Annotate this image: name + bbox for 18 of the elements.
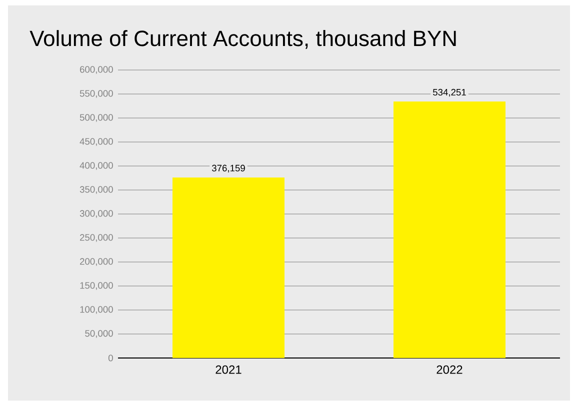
y-tick-label: 450,000 <box>80 138 113 146</box>
y-tick-label: 600,000 <box>80 66 113 74</box>
x-tick-label: 2022 <box>436 365 462 374</box>
y-tick-label: 350,000 <box>80 186 113 194</box>
y-tick-label: 0 <box>108 354 113 362</box>
y-tick-label: 100,000 <box>80 306 113 314</box>
y-tick-label: 250,000 <box>80 234 113 242</box>
x-tick-label: 2021 <box>216 365 242 374</box>
y-tick-label: 50,000 <box>85 330 113 338</box>
y-tick-label: 500,000 <box>80 114 113 122</box>
data-label: 376,159 <box>212 164 245 173</box>
y-tick-label: 200,000 <box>80 258 113 266</box>
y-tick-label: 400,000 <box>80 162 113 170</box>
y-tick-label: 550,000 <box>80 90 113 98</box>
data-label: 534,251 <box>433 88 466 97</box>
y-tick-label: 150,000 <box>80 282 113 290</box>
y-tick-label: 300,000 <box>80 210 113 218</box>
chart-title: Volume of Current Accounts, thousand BYN <box>30 30 456 49</box>
